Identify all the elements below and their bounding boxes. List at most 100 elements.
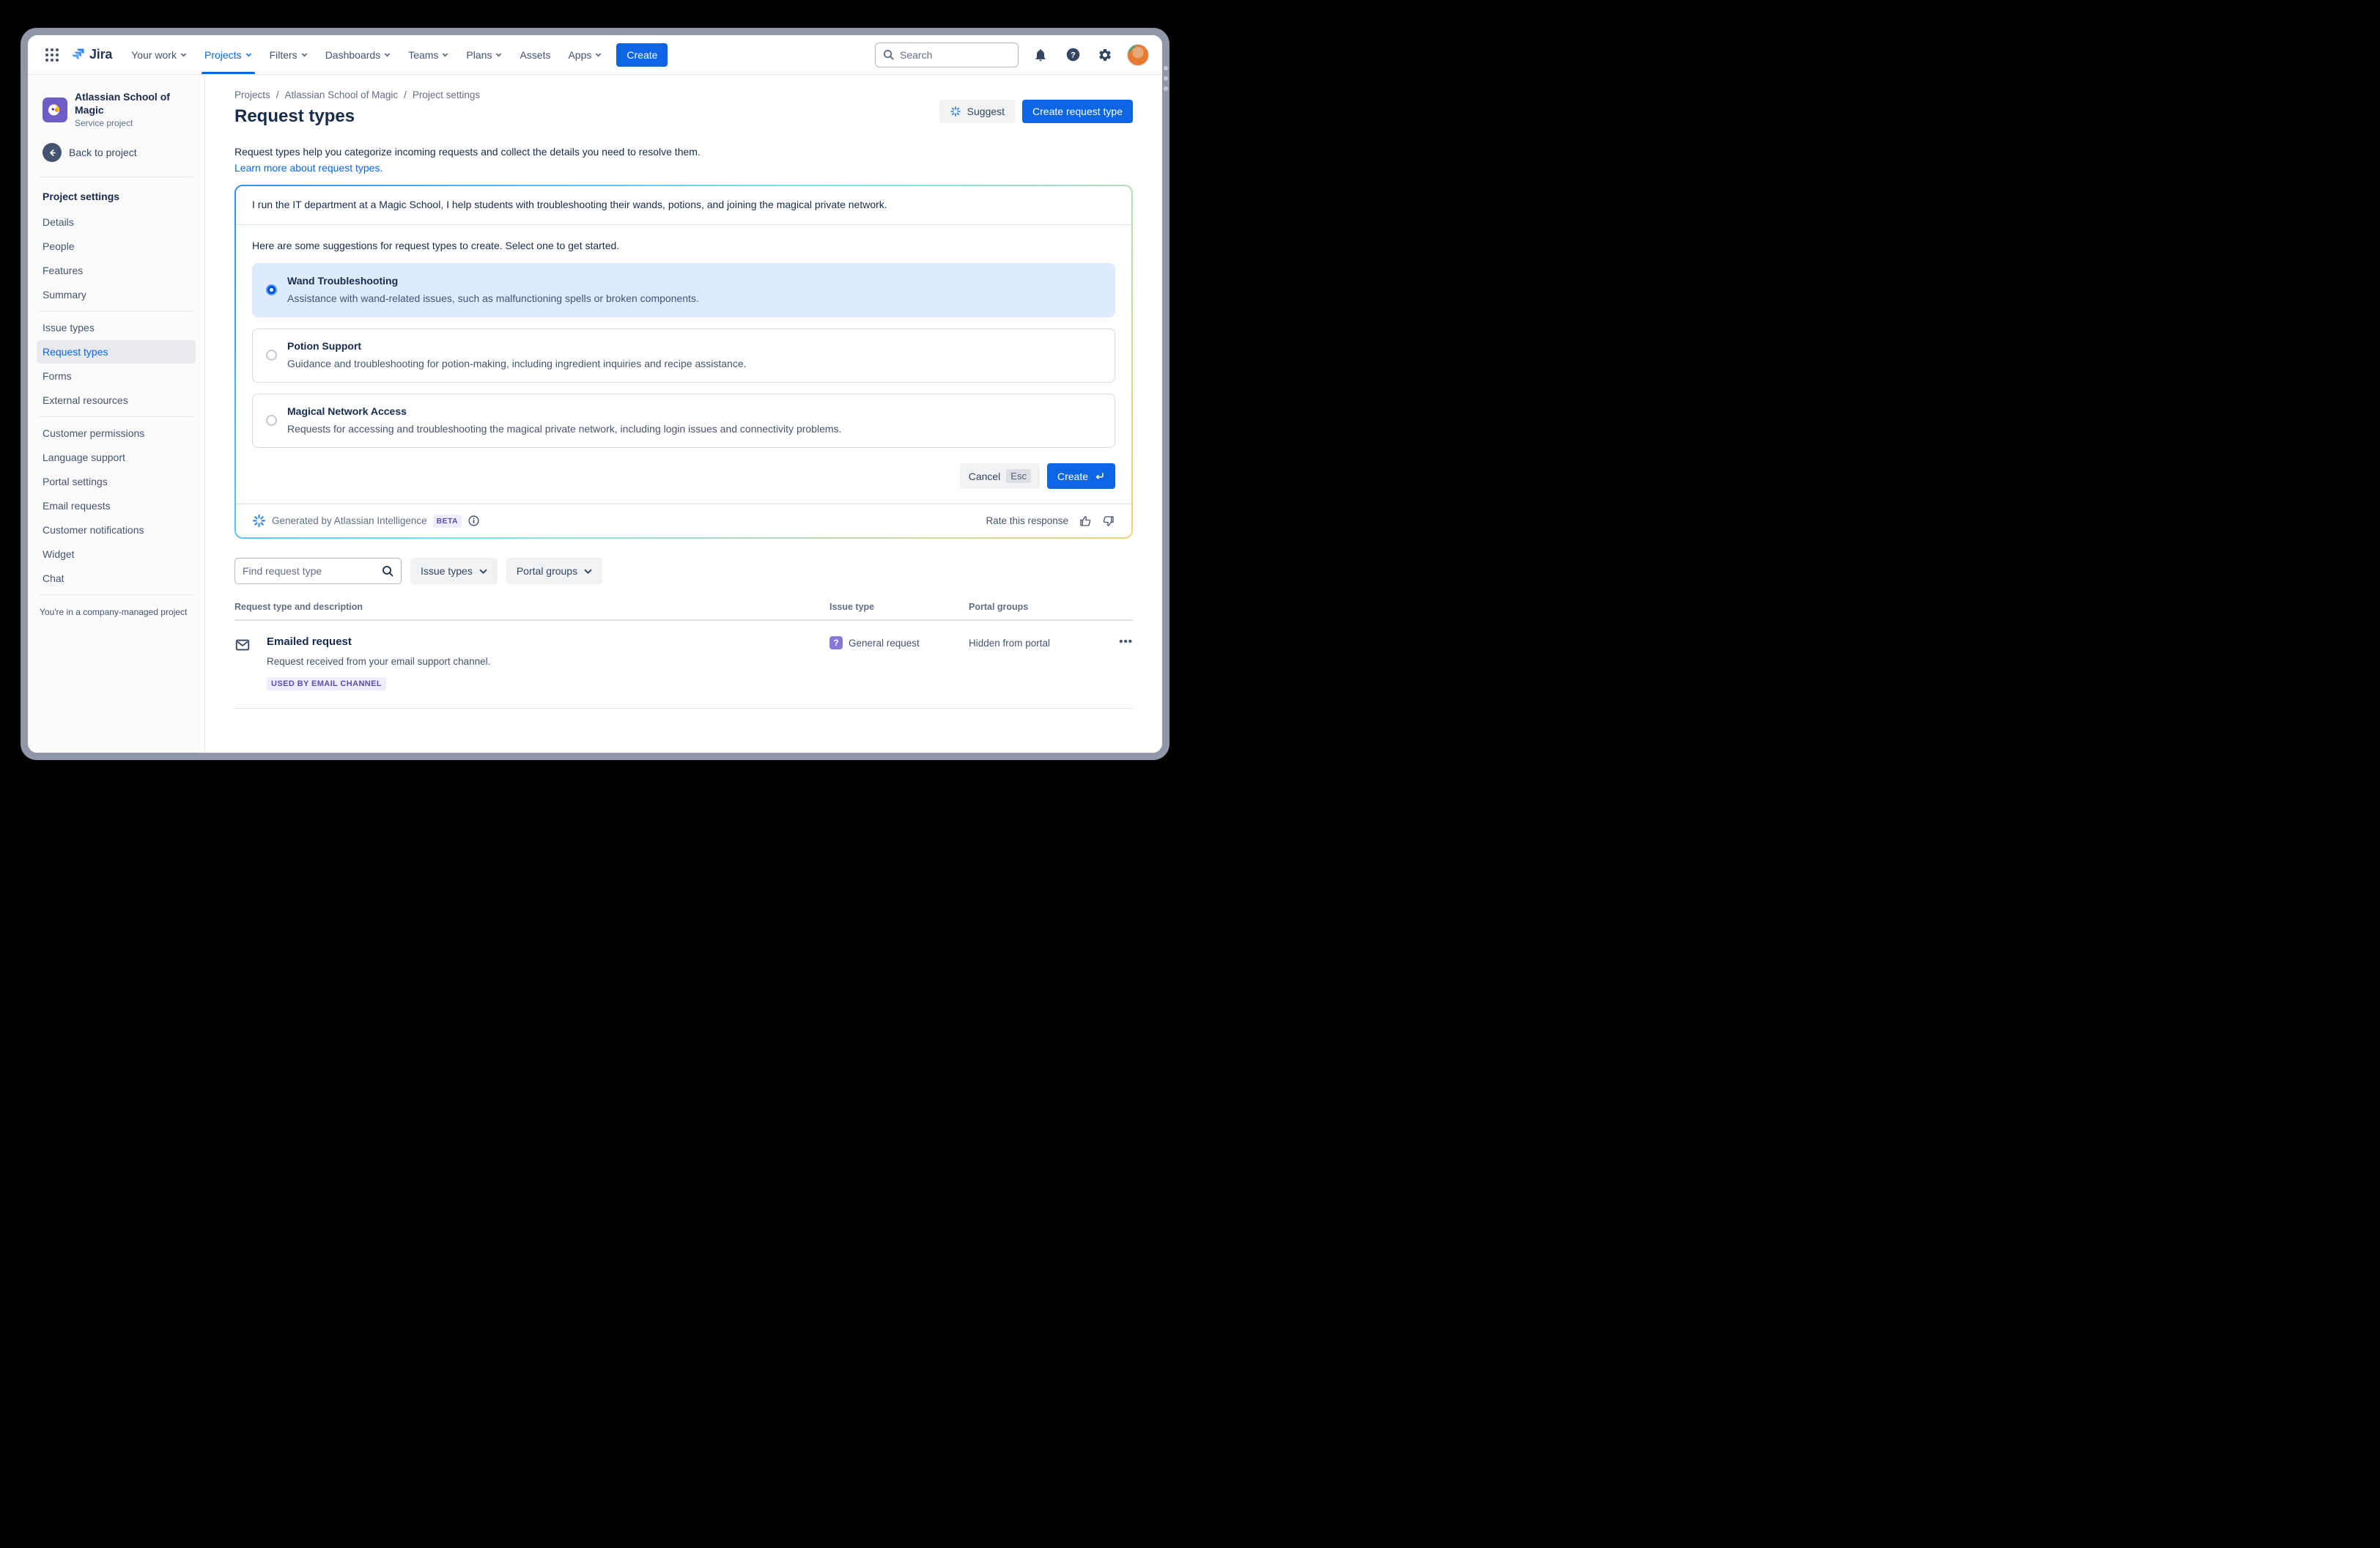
sidebar-item-summary[interactable]: Summary bbox=[42, 289, 86, 301]
request-types-table: Request type and description Issue type … bbox=[234, 602, 1133, 710]
user-avatar[interactable] bbox=[1127, 43, 1149, 66]
global-search[interactable] bbox=[875, 42, 1019, 67]
request-type-filter-bar: Issue types Portal groups bbox=[234, 558, 1133, 585]
option-title: Wand Troubleshooting bbox=[287, 275, 399, 287]
nav-item-your-work[interactable]: Your work bbox=[122, 35, 196, 74]
request-type-name[interactable]: Emailed request bbox=[267, 635, 352, 649]
radio-selected-icon[interactable] bbox=[266, 284, 277, 296]
create-request-type-button[interactable]: Create request type bbox=[1022, 100, 1133, 123]
suggestion-option-magical-network-access[interactable]: Magical Network Access Requests for acce… bbox=[252, 394, 1115, 449]
ai-create-button[interactable]: Create bbox=[1046, 463, 1115, 490]
info-icon[interactable] bbox=[468, 515, 480, 527]
table-row-emailed-request[interactable]: Emailed request Request received from yo… bbox=[234, 621, 1133, 710]
active-tab-indicator bbox=[201, 72, 255, 74]
issue-type-value: General request bbox=[849, 637, 920, 649]
breadcrumb-separator: / bbox=[276, 89, 279, 100]
atlassian-intelligence-icon bbox=[253, 515, 265, 528]
sidebar-item-details[interactable]: Details bbox=[42, 216, 74, 228]
divider bbox=[40, 594, 193, 595]
chevron-down-icon bbox=[245, 53, 251, 57]
esc-keycap: Esc bbox=[1006, 469, 1031, 484]
nav-item-projects[interactable]: Projects bbox=[196, 35, 261, 74]
cancel-button[interactable]: Cancel Esc bbox=[959, 463, 1040, 490]
settings-gear-icon[interactable] bbox=[1095, 45, 1115, 65]
radio-unselected-icon[interactable] bbox=[266, 415, 277, 427]
ai-attribution-text: Generated by Atlassian Intelligence bbox=[272, 515, 427, 527]
sidebar-item-language-support[interactable]: Language support bbox=[42, 452, 125, 463]
sidebar-footer-note: You're in a company-managed project bbox=[40, 607, 188, 617]
sidebar-item-people[interactable]: People bbox=[42, 240, 75, 252]
project-settings-sidebar: Atlassian School of Magic Service projec… bbox=[28, 75, 205, 753]
search-input[interactable] bbox=[900, 48, 995, 61]
header-request-type: Request type and description bbox=[234, 602, 363, 613]
suggestion-option-potion-support[interactable]: Potion Support Guidance and troubleshoot… bbox=[252, 328, 1115, 383]
divider bbox=[40, 311, 193, 312]
ai-sparkle-icon bbox=[950, 106, 961, 117]
issue-types-dropdown[interactable]: Issue types bbox=[410, 558, 498, 585]
chevron-down-icon bbox=[301, 53, 307, 57]
breadcrumb-projects[interactable]: Projects bbox=[234, 89, 270, 100]
ai-prompt-text: I run the IT department at a Magic Schoo… bbox=[236, 186, 1131, 226]
app-switcher-icon[interactable] bbox=[40, 43, 64, 67]
chevron-down-icon bbox=[180, 53, 187, 57]
sidebar-item-widget[interactable]: Widget bbox=[42, 548, 75, 560]
search-icon bbox=[883, 49, 894, 60]
nav-item-dashboards[interactable]: Dashboards bbox=[317, 35, 400, 74]
header-issue-type: Issue type bbox=[829, 602, 875, 613]
option-title: Potion Support bbox=[287, 340, 362, 353]
notifications-icon[interactable] bbox=[1030, 45, 1051, 65]
more-options-icon[interactable]: ••• bbox=[1119, 635, 1133, 649]
back-to-project-button[interactable]: Back to project bbox=[37, 133, 196, 172]
back-arrow-icon bbox=[42, 143, 62, 162]
breadcrumb-project-settings[interactable]: Project settings bbox=[412, 89, 481, 100]
nav-right-cluster: ? bbox=[875, 42, 1149, 67]
chevron-down-icon bbox=[596, 53, 602, 57]
sidebar-item-portal-settings[interactable]: Portal settings bbox=[42, 476, 108, 487]
window-frame: Jira Your work Projects Filters Dashboa bbox=[21, 28, 1169, 760]
main-content: Projects / Atlassian School of Magic / P… bbox=[205, 75, 1162, 753]
rate-response-label: Rate this response bbox=[986, 515, 1068, 527]
create-button[interactable]: Create bbox=[616, 43, 668, 67]
beta-badge: BETA bbox=[432, 514, 462, 528]
find-request-type-input[interactable] bbox=[243, 565, 382, 578]
sidebar-item-external-resources[interactable]: External resources bbox=[42, 394, 128, 406]
radio-unselected-icon[interactable] bbox=[266, 350, 277, 361]
chevron-down-icon bbox=[584, 569, 592, 574]
nav-item-apps[interactable]: Apps bbox=[559, 35, 610, 74]
project-name: Atlassian School of Magic bbox=[75, 91, 170, 116]
portal-groups-dropdown[interactable]: Portal groups bbox=[506, 558, 603, 585]
find-request-type-search[interactable] bbox=[234, 558, 402, 585]
project-header: Atlassian School of Magic Service projec… bbox=[37, 88, 196, 133]
sidebar-item-customer-notifications[interactable]: Customer notifications bbox=[42, 524, 144, 536]
top-navigation-bar: Jira Your work Projects Filters Dashboa bbox=[28, 35, 1162, 75]
help-icon[interactable]: ? bbox=[1062, 45, 1083, 65]
ai-intro-text: Here are some suggestions for request ty… bbox=[252, 240, 620, 252]
nav-item-plans[interactable]: Plans bbox=[457, 35, 511, 74]
suggest-button[interactable]: Suggest bbox=[939, 100, 1016, 123]
sidebar-item-forms[interactable]: Forms bbox=[42, 370, 72, 382]
jira-logo-icon bbox=[72, 48, 84, 59]
suggestion-option-wand-troubleshooting[interactable]: Wand Troubleshooting Assistance with wan… bbox=[252, 263, 1115, 318]
sidebar-item-issue-types[interactable]: Issue types bbox=[42, 322, 95, 333]
nav-item-assets[interactable]: Assets bbox=[520, 48, 551, 61]
learn-more-link[interactable]: Learn more about request types. bbox=[234, 162, 383, 174]
sidebar-item-features[interactable]: Features bbox=[42, 265, 84, 276]
chevron-down-icon bbox=[496, 53, 502, 57]
nav-item-teams[interactable]: Teams bbox=[399, 35, 457, 74]
sidebar-item-email-requests[interactable]: Email requests bbox=[42, 500, 111, 512]
sidebar-item-customer-permissions[interactable]: Customer permissions bbox=[42, 427, 145, 439]
thumbs-up-icon[interactable] bbox=[1079, 515, 1092, 528]
breadcrumb-project-name[interactable]: Atlassian School of Magic bbox=[284, 89, 399, 100]
ai-suggestion-panel: I run the IT department at a Magic Schoo… bbox=[234, 185, 1133, 539]
scrollbar-dots[interactable] bbox=[1164, 66, 1168, 91]
nav-item-filters[interactable]: Filters bbox=[261, 35, 317, 74]
general-request-icon: ? bbox=[829, 636, 843, 650]
page-title: Request types bbox=[234, 106, 355, 126]
option-title: Magical Network Access bbox=[287, 405, 407, 418]
search-icon bbox=[382, 566, 393, 577]
jira-logo[interactable]: Jira bbox=[69, 46, 112, 64]
sidebar-item-request-types[interactable]: Request types bbox=[37, 340, 196, 364]
sidebar-item-chat[interactable]: Chat bbox=[42, 572, 64, 584]
used-by-email-channel-badge: USED BY EMAIL CHANNEL bbox=[267, 677, 387, 691]
thumbs-down-icon[interactable] bbox=[1102, 515, 1115, 528]
